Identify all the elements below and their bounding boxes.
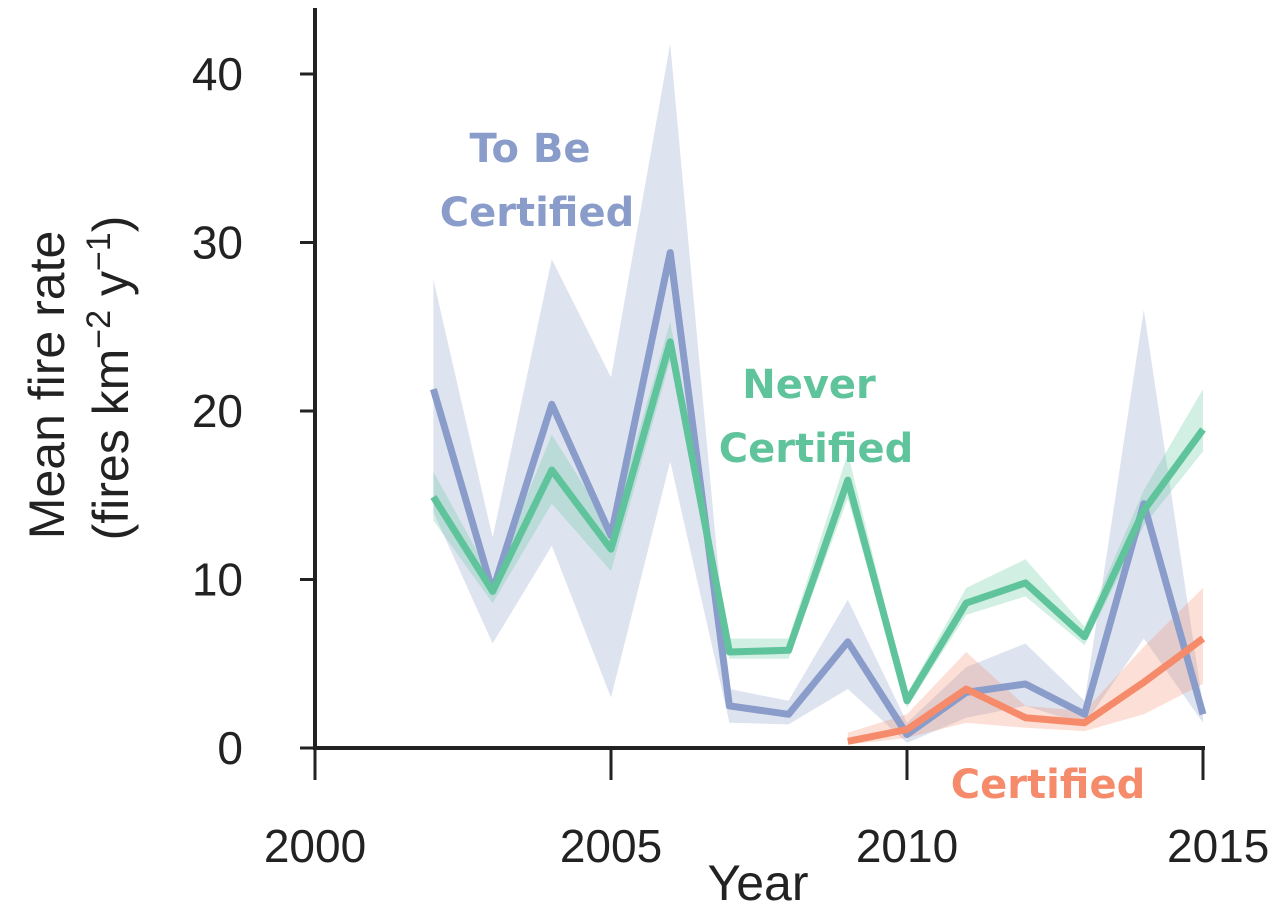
y-axis-title-line2: (fires km xyxy=(83,349,139,541)
line-never-certified xyxy=(430,338,1206,705)
label-to-be-certified-line2: Certified xyxy=(440,190,634,236)
y-axis-title: Mean fire rate (fires km−2 y−1) xyxy=(19,216,139,541)
y-axis-title-end: ) xyxy=(83,216,139,233)
label-never-certified: Never Certified xyxy=(719,362,913,472)
x-tick-label-2000: 2000 xyxy=(264,820,366,872)
y-tick-label-0: 0 xyxy=(217,722,243,774)
label-never-certified-line2: Certified xyxy=(719,426,913,472)
y-axis-title-sup2: −1 xyxy=(80,232,118,271)
x-tick-label-2010: 2010 xyxy=(856,820,958,872)
line-to-be-certified xyxy=(430,249,1207,738)
series-labels: To Be Certified Never Certified Certifie… xyxy=(440,126,1145,808)
tick-labels: 0 10 20 30 40 2000 2005 2010 2015 xyxy=(192,48,1270,872)
y-axis-title-line1: Mean fire rate xyxy=(19,231,75,539)
x-tick-label-2015: 2015 xyxy=(1167,820,1269,872)
axes xyxy=(300,8,1205,780)
y-axis-title-sup1: −2 xyxy=(80,310,118,349)
label-to-be-certified: To Be Certified xyxy=(440,126,634,236)
label-never-certified-line1: Never xyxy=(742,362,876,408)
line-certified xyxy=(847,635,1206,745)
y-tick-label-10: 10 xyxy=(192,554,243,606)
y-tick-label-40: 40 xyxy=(192,48,243,100)
y-tick-label-20: 20 xyxy=(192,385,243,437)
label-certified: Certified xyxy=(951,762,1145,808)
series-lines xyxy=(430,249,1207,745)
y-tick-label-30: 30 xyxy=(192,217,243,269)
label-to-be-certified-line1: To Be xyxy=(470,126,591,172)
x-axis-title: Year xyxy=(707,855,808,907)
y-axis-title-mid: y xyxy=(83,271,139,310)
band-to-be-certified xyxy=(433,43,1203,743)
x-tick-label-2005: 2005 xyxy=(560,820,662,872)
